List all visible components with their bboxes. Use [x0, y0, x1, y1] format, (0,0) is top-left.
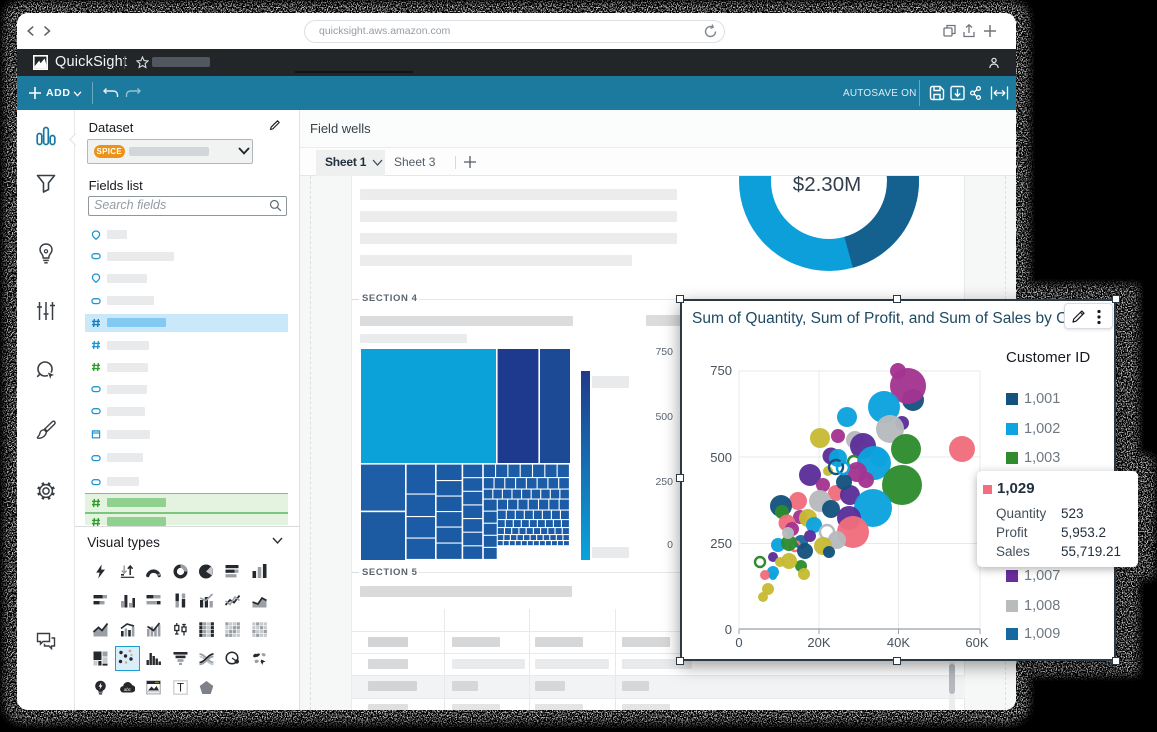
- svg-text:abc: abc: [124, 687, 132, 692]
- svg-text:T: T: [177, 682, 184, 694]
